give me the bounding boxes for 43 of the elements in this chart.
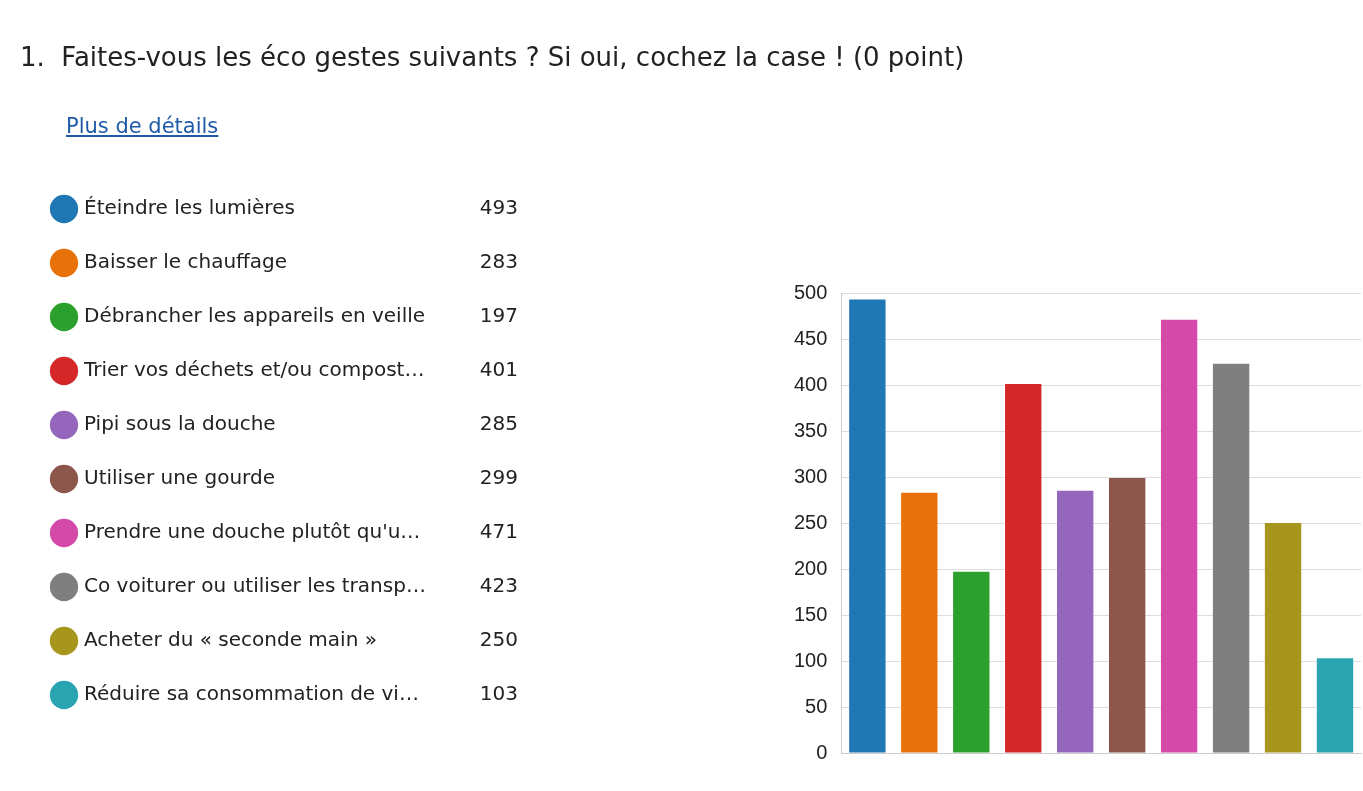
text: 285 [479,411,518,436]
y-tick-label: 100 [793,648,828,671]
y-tick-label: 0 [816,740,828,763]
text: 493 [479,195,518,220]
legend-label: Réduire sa consommation de vi… [84,681,419,706]
bar [1005,384,1042,753]
legend-label: Co voiturer ou utiliser les transp… [84,573,426,598]
text: 299 [479,465,518,490]
bar [1316,658,1354,753]
legend-label: Utiliser une gourde [84,465,275,490]
bar [901,492,938,753]
text: 283 [479,249,518,274]
legend-label: Prendre une douche plutôt qu'u… [84,519,421,544]
legend-label: Éteindre les lumières [84,195,295,220]
legend-label: Débrancher les appareils en veille [84,303,426,328]
bar [1108,477,1146,753]
bar [849,299,886,753]
text: 401 [479,357,518,382]
y-tick-label: 350 [793,418,828,441]
text: Plus de détails [66,114,219,138]
y-tick-label: 300 [793,464,828,487]
text: 1. Faites-vous les éco gestes suivants ? Si oui, cochez la case ! (0 point) [20,42,965,72]
legend-label: Trier vos déchets et/ou compost… [83,357,425,382]
legend-label: Baisser le chauffage [84,249,288,274]
bar [1160,319,1198,753]
bar [1212,363,1250,753]
y-tick-label: 250 [793,510,828,533]
text: 471 [479,519,518,544]
legend-label: Acheter du « seconde main » [84,627,377,652]
y-tick-label: 150 [793,602,828,625]
y-tick-label: 450 [793,326,828,349]
bar [1264,523,1302,753]
y-tick-label: 50 [805,694,828,717]
y-tick-label: 500 [793,280,828,303]
bar [953,571,990,753]
text: 423 [479,573,518,598]
y-tick-label: 400 [793,372,828,395]
legend-label: Pipi sous la douche [84,411,276,436]
bar [1057,490,1094,753]
text: 197 [479,303,518,328]
text: 250 [479,627,518,652]
y-tick-label: 200 [793,556,828,579]
text: 103 [479,681,518,706]
